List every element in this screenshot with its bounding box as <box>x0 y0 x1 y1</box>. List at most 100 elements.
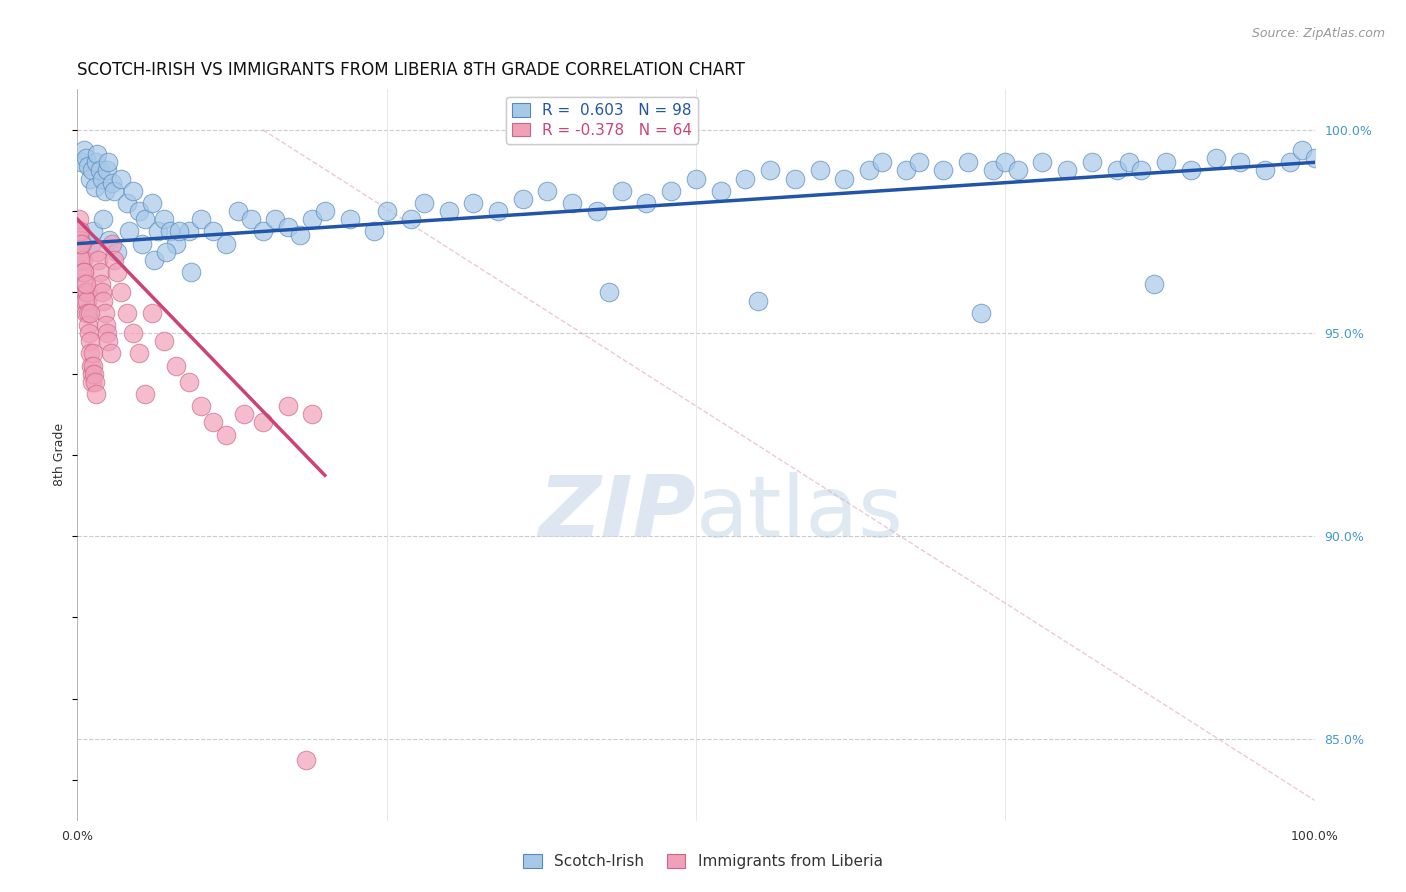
Point <box>128 204 150 219</box>
Point <box>1205 151 1227 165</box>
Point <box>1118 155 1140 169</box>
Point <box>165 236 187 251</box>
Point <box>759 163 782 178</box>
Point <box>101 176 124 190</box>
Point <box>103 252 125 267</box>
Point <box>70 155 93 169</box>
Point <box>96 163 118 178</box>
Point <box>277 220 299 235</box>
Point <box>67 224 90 238</box>
Point <box>610 184 633 198</box>
Point <box>486 204 509 219</box>
Point <box>87 252 110 267</box>
Point <box>1143 277 1166 292</box>
Point <box>202 416 225 430</box>
Point <box>1303 151 1326 165</box>
Point <box>153 212 176 227</box>
Point <box>233 407 256 421</box>
Point <box>412 196 434 211</box>
Point <box>734 171 756 186</box>
Point <box>79 171 101 186</box>
Point <box>77 326 100 340</box>
Point <box>72 265 94 279</box>
Point <box>86 244 108 259</box>
Point <box>94 318 117 332</box>
Point <box>73 285 96 300</box>
Point <box>100 346 122 360</box>
Point <box>110 171 132 186</box>
Point <box>858 163 880 178</box>
Text: atlas: atlas <box>696 472 904 555</box>
Point <box>89 265 111 279</box>
Legend: R =  0.603   N = 98, R = -0.378   N = 64: R = 0.603 N = 98, R = -0.378 N = 64 <box>506 97 699 144</box>
Point <box>97 334 120 348</box>
Point <box>70 236 93 251</box>
Point <box>1105 163 1128 178</box>
Point <box>80 359 103 373</box>
Point <box>1007 163 1029 178</box>
Point <box>1254 163 1277 178</box>
Point <box>155 244 177 259</box>
Y-axis label: 8th Grade: 8th Grade <box>52 424 66 486</box>
Point <box>91 285 114 300</box>
Point <box>82 163 104 178</box>
Point <box>69 224 91 238</box>
Point <box>101 236 124 251</box>
Point <box>122 184 145 198</box>
Text: ZIP: ZIP <box>538 472 696 555</box>
Point <box>134 387 156 401</box>
Point <box>177 375 200 389</box>
Legend: Scotch-Irish, Immigrants from Liberia: Scotch-Irish, Immigrants from Liberia <box>517 848 889 875</box>
Point <box>97 155 120 169</box>
Point <box>72 143 94 157</box>
Point <box>70 265 93 279</box>
Point <box>215 236 238 251</box>
Point <box>202 224 225 238</box>
Point <box>1180 163 1202 178</box>
Point <box>69 244 91 259</box>
Point <box>141 306 163 320</box>
Point <box>82 224 104 238</box>
Point <box>83 375 105 389</box>
Point <box>80 236 103 251</box>
Point <box>401 212 423 227</box>
Point <box>141 196 163 211</box>
Point <box>72 236 94 251</box>
Point <box>115 196 138 211</box>
Point <box>90 277 112 292</box>
Point <box>128 346 150 360</box>
Point <box>710 184 733 198</box>
Point <box>288 228 311 243</box>
Point <box>86 147 108 161</box>
Point <box>75 151 97 165</box>
Point <box>82 346 104 360</box>
Point <box>932 163 955 178</box>
Point <box>72 265 94 279</box>
Point <box>363 224 385 238</box>
Point <box>239 212 262 227</box>
Point <box>375 204 398 219</box>
Point <box>75 277 97 292</box>
Point <box>598 285 620 300</box>
Point <box>105 244 128 259</box>
Point <box>77 160 100 174</box>
Point <box>252 416 274 430</box>
Point <box>83 179 105 194</box>
Point <box>834 171 856 186</box>
Point <box>96 326 118 340</box>
Point <box>685 171 707 186</box>
Point <box>79 306 101 320</box>
Point <box>957 155 980 169</box>
Point <box>1229 155 1251 169</box>
Point <box>783 171 806 186</box>
Point <box>1278 155 1301 169</box>
Point <box>226 204 249 219</box>
Point <box>252 224 274 238</box>
Point <box>67 212 90 227</box>
Point <box>1130 163 1153 178</box>
Point <box>190 399 212 413</box>
Point <box>103 184 125 198</box>
Point <box>215 427 238 442</box>
Point <box>314 204 336 219</box>
Point <box>91 212 114 227</box>
